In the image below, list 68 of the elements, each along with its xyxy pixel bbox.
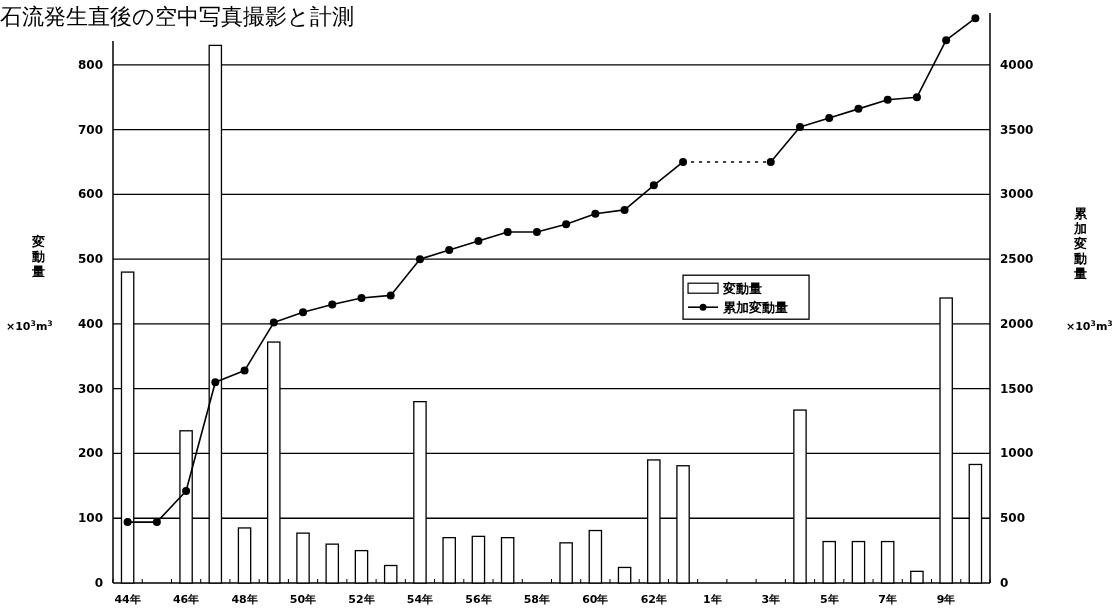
point xyxy=(620,205,629,214)
point xyxy=(942,36,951,45)
y-tick-label: 200 xyxy=(77,446,103,461)
y-tick-label: 600 xyxy=(77,187,103,202)
x-tick-label: 52年 xyxy=(348,593,375,606)
point xyxy=(328,300,337,309)
text: ×10$^{3}$m$^{3}$ xyxy=(1066,318,1113,333)
x-tick-label: 58年 xyxy=(523,593,551,606)
x-tick-label: 3年 xyxy=(761,593,781,606)
x-tick-label: 44年 xyxy=(114,593,141,606)
point xyxy=(912,93,921,102)
legend-label: 変動量 xyxy=(722,281,763,297)
point xyxy=(649,181,658,190)
point xyxy=(562,220,571,229)
y-tick-label: 700 xyxy=(77,122,103,137)
chart-title: 石流発生直後の空中写真撮影と計測 xyxy=(0,4,354,29)
point xyxy=(299,308,308,317)
point xyxy=(825,113,834,122)
y-tick-label: 300 xyxy=(77,381,103,396)
x-tick-label: 48年 xyxy=(231,593,258,606)
point xyxy=(269,318,278,327)
point xyxy=(679,157,688,166)
point xyxy=(415,255,424,264)
point xyxy=(591,209,600,218)
x-tick-label: 7年 xyxy=(878,593,898,606)
y-tick-label: 100 xyxy=(77,511,103,526)
y2-tick-label: 1500 xyxy=(1000,381,1034,396)
point xyxy=(883,95,892,104)
x-tick-label: 60年 xyxy=(582,593,609,606)
y-tick-label: 0 xyxy=(94,576,103,590)
y-axis-title: 変動量 xyxy=(30,234,45,279)
point xyxy=(795,123,804,131)
x-tick-label: 9年 xyxy=(936,593,956,606)
legend-label: 累加変動量 xyxy=(722,300,789,316)
x-tick-label: 46年 xyxy=(172,593,200,606)
y2-tick-label: 4000 xyxy=(1000,57,1034,72)
point xyxy=(532,227,541,236)
y-tick-label: 500 xyxy=(77,252,103,267)
x-tick-label: 54年 xyxy=(406,593,434,606)
y-tick-label: 400 xyxy=(77,316,103,331)
point xyxy=(766,157,775,166)
x-tick-label: 1年 xyxy=(702,593,722,606)
y2-tick-label: 3000 xyxy=(1000,187,1034,202)
point xyxy=(503,227,512,236)
y2-tick-label: 2000 xyxy=(1000,316,1034,331)
point xyxy=(357,294,366,302)
x-tick-label: 50年 xyxy=(289,593,317,606)
point xyxy=(123,518,132,527)
point xyxy=(182,487,191,496)
x-tick-label: 62年 xyxy=(640,593,667,606)
y2-tick-label: 0 xyxy=(1000,576,1009,590)
x-tick-label: 5年 xyxy=(819,593,839,606)
y-tick-label: 800 xyxy=(77,57,103,72)
point xyxy=(386,291,395,300)
point xyxy=(445,246,454,255)
y2-tick-label: 3500 xyxy=(1000,122,1034,137)
y2-tick-label: 1000 xyxy=(1000,446,1034,461)
y2-tick-label: 500 xyxy=(1000,511,1026,526)
point xyxy=(152,518,161,527)
x-tick-label: 56年 xyxy=(465,593,492,606)
point xyxy=(211,378,220,387)
y2-axis-title: 累加変動量 xyxy=(1072,206,1088,281)
y2-tick-label: 2500 xyxy=(1000,252,1034,267)
point xyxy=(474,237,483,245)
point xyxy=(240,366,249,375)
point xyxy=(854,104,863,113)
text: ×10$^{3}$m$^{3}$ xyxy=(6,318,53,333)
point xyxy=(971,14,980,23)
